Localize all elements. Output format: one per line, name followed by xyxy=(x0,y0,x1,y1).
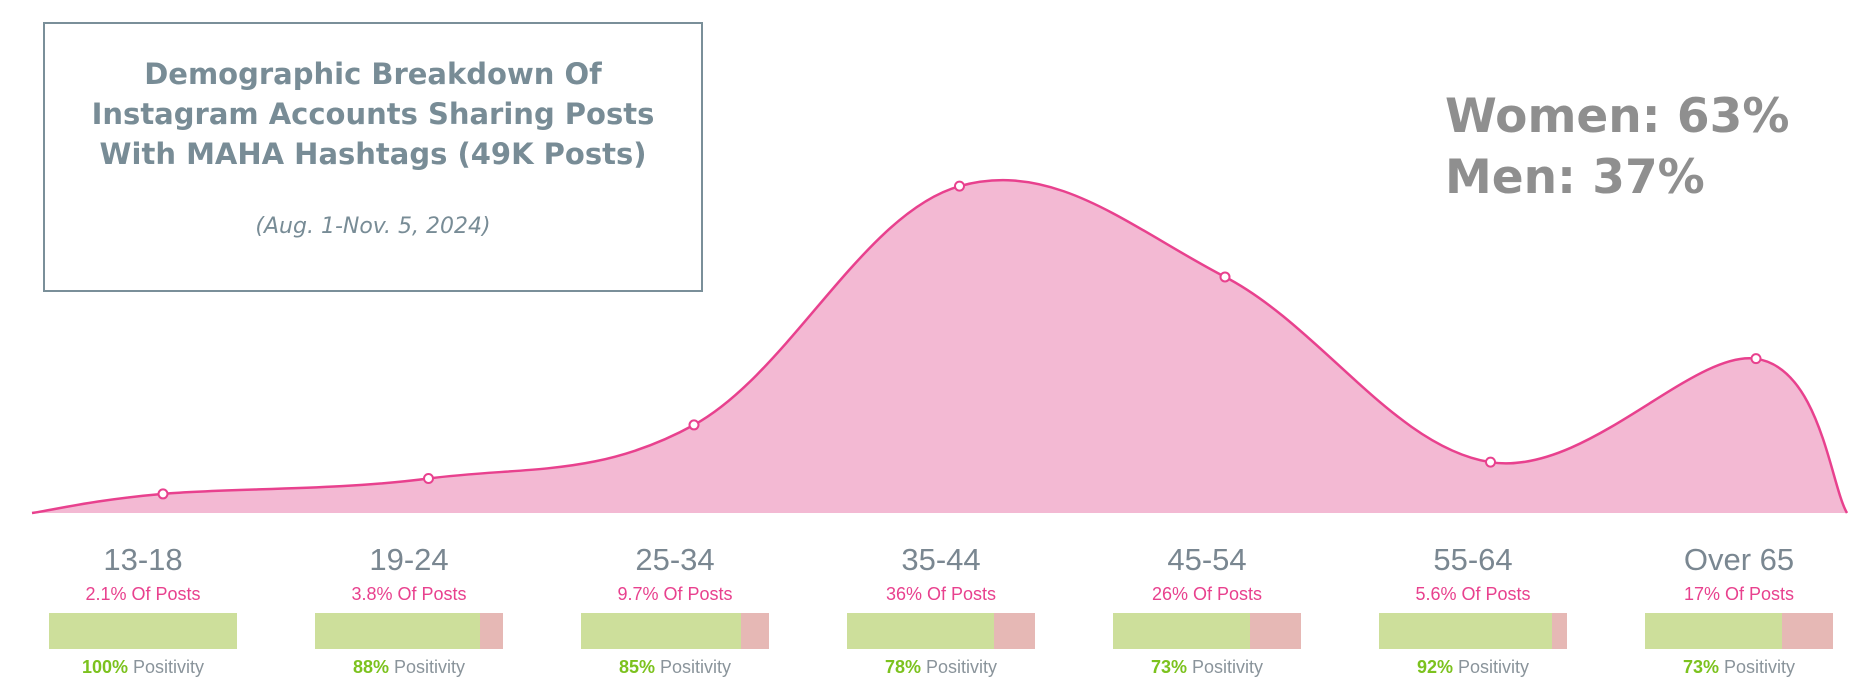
positivity-bar-fill xyxy=(1645,613,1783,649)
age-group-19-24: 19-24 3.8% Of Posts 88% Positivity xyxy=(309,541,509,678)
positivity-label: Positivity xyxy=(921,657,998,677)
data-point-13-18 xyxy=(157,488,169,500)
positivity-text: 73% Positivity xyxy=(1107,657,1307,678)
positivity-text: 73% Positivity xyxy=(1639,657,1839,678)
positivity-text: 100% Positivity xyxy=(43,657,243,678)
positivity-bar xyxy=(1645,613,1833,649)
posts-area-line xyxy=(31,178,1849,515)
positivity-text: 92% Positivity xyxy=(1373,657,1573,678)
positivity-label: Positivity xyxy=(128,657,205,677)
data-point-over-65 xyxy=(1750,353,1762,365)
age-group-label: 45-54 xyxy=(1167,542,1247,577)
positivity-bar-fill xyxy=(847,613,994,649)
data-point-19-24 xyxy=(423,473,434,484)
positivity-bar xyxy=(1113,613,1301,649)
positivity-label: Positivity xyxy=(1453,657,1530,677)
posts-share-label: 36% Of Posts xyxy=(885,584,997,604)
positivity-bar xyxy=(581,613,769,649)
women-share: Women: 63% xyxy=(1445,89,1790,144)
posts-share-label: 26% Of Posts xyxy=(1151,584,1263,604)
positivity-bar-fill xyxy=(1379,613,1552,649)
men-share: Men: 37% xyxy=(1445,150,1705,205)
age-group-label: Over 65 xyxy=(1683,542,1795,577)
positivity-value: 88% xyxy=(352,657,389,677)
positivity-text: 88% Positivity xyxy=(309,657,509,678)
positivity-value: 85% xyxy=(618,657,655,677)
age-group-label: 13-18 xyxy=(103,542,183,577)
age-group-35-44: 35-44 36% Of Posts 78% Positivity xyxy=(841,541,1041,678)
posts-share-label: 17% Of Posts xyxy=(1683,584,1795,604)
age-group-13-18: 13-18 2.1% Of Posts 100% Positivity xyxy=(43,541,243,678)
positivity-value: 78% xyxy=(884,657,921,677)
positivity-bar xyxy=(315,613,503,649)
positivity-value: 100% xyxy=(81,657,128,677)
data-point-25-34 xyxy=(688,419,700,431)
chart-subtitle: (Aug. 1-Nov. 5, 2024) xyxy=(255,214,491,239)
data-point-55-64 xyxy=(1485,456,1496,468)
positivity-bar-fill xyxy=(49,613,237,649)
posts-share-label: 5.6% Of Posts xyxy=(1415,584,1531,604)
posts-area-fill xyxy=(32,180,1847,513)
positivity-text: 78% Positivity xyxy=(841,657,1041,678)
positivity-label: Positivity xyxy=(1719,657,1796,677)
positivity-bar-fill xyxy=(315,613,481,649)
positivity-label: Positivity xyxy=(655,657,732,677)
age-group-45-54: 45-54 26% Of Posts 73% Positivity xyxy=(1107,541,1307,678)
age-group-label: 25-34 xyxy=(635,542,715,577)
positivity-value: 73% xyxy=(1682,657,1719,677)
positivity-label: Positivity xyxy=(389,657,466,677)
age-group-55-64: 55-64 5.6% Of Posts 92% Positivity xyxy=(1373,541,1573,678)
chart-title-box: Demographic Breakdown Of Instagram Accou… xyxy=(43,22,703,292)
gender-split: Women: 63% Men: 37% xyxy=(1445,86,1789,208)
data-point-35-44 xyxy=(954,180,965,192)
posts-share-label: 2.1% Of Posts xyxy=(85,584,201,604)
age-group-label: 19-24 xyxy=(369,542,449,577)
positivity-value: 73% xyxy=(1150,657,1187,677)
posts-share-label: 3.8% Of Posts xyxy=(351,584,467,604)
positivity-value: 92% xyxy=(1416,657,1453,677)
positivity-label: Positivity xyxy=(1187,657,1264,677)
positivity-bar-fill xyxy=(581,613,741,649)
data-points xyxy=(157,180,1762,500)
data-point-45-54 xyxy=(1219,271,1231,283)
age-group-over-65: Over 65 17% Of Posts 73% Positivity xyxy=(1639,541,1839,678)
posts-share-label: 9.7% Of Posts xyxy=(617,584,733,604)
positivity-bar xyxy=(1379,613,1567,649)
positivity-bar xyxy=(847,613,1035,649)
positivity-bar xyxy=(49,613,237,649)
age-group-label: 55-64 xyxy=(1433,542,1513,577)
chart-title: Demographic Breakdown Of Instagram Accou… xyxy=(91,57,655,171)
age-group-25-34: 25-34 9.7% Of Posts 85% Positivity xyxy=(575,541,775,678)
positivity-text: 85% Positivity xyxy=(575,657,775,678)
age-group-label: 35-44 xyxy=(901,542,981,577)
positivity-bar-fill xyxy=(1113,613,1251,649)
